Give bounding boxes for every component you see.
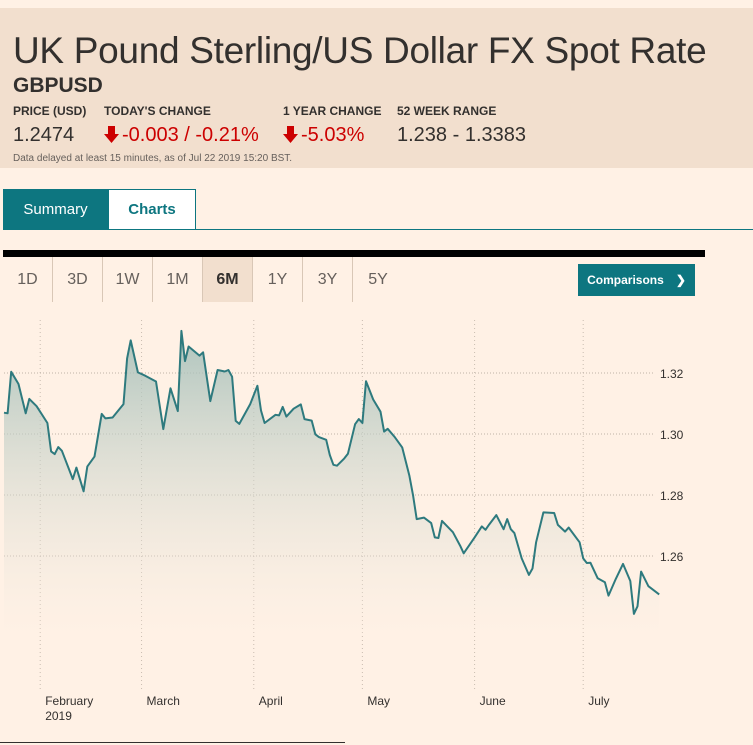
x-tick-sublabel: 2019	[45, 709, 72, 723]
arrow-down-icon	[104, 126, 119, 143]
stat-value: 1.2474	[13, 124, 75, 146]
tab-bar: Summary Charts	[3, 189, 196, 229]
stat-1-year-change: 1 YEAR CHANGE -5.03%	[283, 104, 381, 147]
area-fill	[4, 330, 660, 635]
range-3y[interactable]: 3Y	[303, 257, 353, 302]
delay-note: Data delayed at least 15 minutes, as of …	[13, 153, 293, 164]
comparisons-button[interactable]: Comparisons ❯	[578, 264, 695, 296]
x-tick-label: April	[259, 694, 283, 708]
range-1d[interactable]: 1D	[3, 257, 53, 302]
x-tick-label: May	[367, 694, 390, 708]
x-tick-label: July	[588, 694, 609, 708]
range-1w[interactable]: 1W	[103, 257, 153, 302]
page-title: UK Pound Sterling/US Dollar FX Spot Rate	[13, 30, 707, 71]
tab-summary[interactable]: Summary	[3, 189, 108, 229]
comparisons-label: Comparisons	[587, 273, 664, 287]
stat-price: PRICE (USD) 1.2474	[13, 104, 86, 147]
symbol: GBPUSD	[13, 74, 103, 97]
y-tick-label: 1.28	[660, 489, 684, 503]
range-1m[interactable]: 1M	[153, 257, 203, 302]
range-1y[interactable]: 1Y	[253, 257, 303, 302]
stat-todays-change: TODAY'S CHANGE -0.003 / -0.21%	[104, 104, 259, 147]
price-line	[3, 329, 660, 615]
range-selector: 1D 3D 1W 1M 6M 1Y 3Y 5Y	[3, 257, 403, 302]
x-tick-label: June	[480, 694, 506, 708]
y-tick-label: 1.32	[660, 367, 684, 381]
range-5y[interactable]: 5Y	[368, 270, 388, 288]
quote-header: UK Pound Sterling/US Dollar FX Spot Rate…	[0, 8, 753, 168]
divider	[3, 229, 753, 230]
stat-label: 52 WEEK RANGE	[397, 104, 497, 118]
chart-top-bar	[3, 250, 705, 257]
x-tick-label: February	[45, 694, 93, 708]
divider	[0, 742, 345, 743]
chevron-right-icon: ❯	[675, 273, 686, 287]
stat-value: 1.238 - 1.3383	[397, 124, 526, 146]
tab-charts[interactable]: Charts	[108, 189, 196, 229]
stat-value: -0.003 / -0.21%	[122, 124, 259, 146]
x-tick-label: March	[147, 694, 180, 708]
range-3d[interactable]: 3D	[53, 257, 103, 302]
stat-label: 1 YEAR CHANGE	[283, 104, 382, 118]
y-tick-label: 1.26	[660, 550, 684, 564]
arrow-down-icon	[283, 126, 298, 143]
stat-value: -5.03%	[301, 124, 365, 146]
y-tick-label: 1.30	[660, 428, 684, 442]
range-6m[interactable]: 6M	[203, 257, 253, 302]
stat-52-week-range: 52 WEEK RANGE 1.238 - 1.3383	[397, 104, 526, 147]
stat-label: TODAY'S CHANGE	[104, 104, 211, 118]
stat-label: PRICE (USD)	[13, 104, 87, 118]
